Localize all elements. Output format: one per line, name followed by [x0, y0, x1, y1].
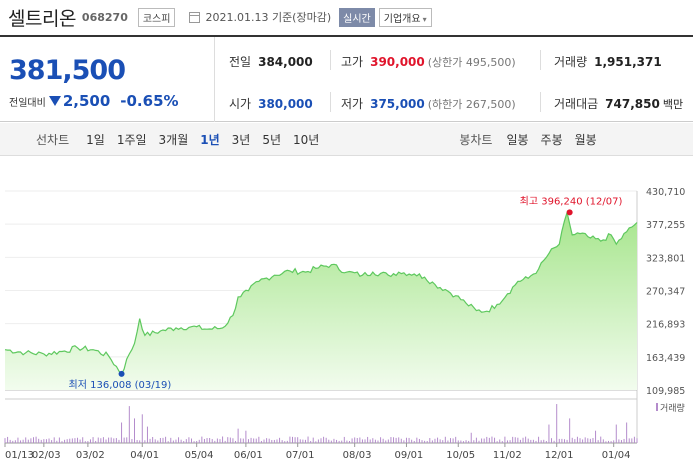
open-value: 380,000 [258, 97, 313, 111]
upper-limit: (상한가 495,500) [427, 56, 516, 69]
line-chart-title: 선차트 [36, 132, 70, 147]
volume-value: 1,951,371 [594, 55, 662, 69]
amount-value: 747,850 [605, 97, 660, 111]
high-cell: 고가 390,000 (상한가 495,500) [341, 53, 516, 70]
change-value: 2,500 [62, 92, 111, 110]
x-tick-label: 06/01 [234, 450, 263, 461]
tab-period-active[interactable]: 1년 [200, 132, 220, 147]
volume-legend: 거래량 [660, 402, 685, 414]
date-text: 2021.01.13 기준(장마감) [205, 11, 332, 24]
price-area [4, 210, 638, 390]
low-annotation: 최저 136,008 (03/19) [69, 379, 172, 391]
divider [540, 92, 541, 112]
volume-chart: 거래량 [4, 402, 685, 443]
tab-period[interactable]: 5년 [262, 132, 282, 147]
x-tick-label: 08/03 [343, 450, 372, 461]
current-price: 381,500 [9, 55, 126, 86]
y-tick-label: 430,710 [646, 187, 685, 198]
y-tick-label: 163,439 [646, 353, 685, 364]
prev-close-cell: 전일 384,000 [229, 53, 313, 70]
stock-name: 셀트리온 [8, 7, 76, 30]
x-tick-label: 01/13 [5, 450, 34, 461]
company-info-button[interactable]: 기업개요 ▾ [378, 7, 432, 27]
price-line [4, 210, 638, 375]
tab-period[interactable]: 3개월 [158, 132, 189, 147]
chevron-down-icon: ▾ [422, 14, 427, 24]
x-tick-label: 03/02 [76, 450, 105, 461]
tab-period[interactable]: 3년 [231, 132, 251, 147]
down-arrow-icon [48, 96, 61, 106]
chart-annotations: 최고 396,240 (12/07) 최저 136,008 (03/19) [69, 195, 623, 390]
x-tick-label: 04/01 [130, 450, 159, 461]
high-label: 고가 [341, 55, 364, 69]
open-label: 시가 [229, 97, 252, 111]
x-tick-label: 12/01 [545, 450, 574, 461]
y-tick-label: 109,985 [646, 386, 685, 397]
quote-panel: 381,500 전일대비 2,500 -0.65% 전일 384,000 고가 … [0, 35, 693, 122]
change-row: 전일대비 2,500 -0.65% [9, 92, 179, 110]
market-badge: 코스피 [137, 7, 176, 27]
low-value: 375,000 [370, 97, 425, 111]
x-tick-label: 05/04 [185, 450, 214, 461]
y-tick-label: 270,347 [646, 287, 685, 298]
lower-limit: (하한가 267,500) [427, 98, 516, 111]
company-info-label: 기업개요 [383, 13, 421, 25]
high-value: 390,000 [370, 55, 425, 69]
volume-legend-swatch [656, 403, 658, 411]
x-tick-label: 02/03 [32, 450, 61, 461]
divider [330, 50, 331, 70]
prev-close-label: 전일 [229, 55, 252, 69]
divider [330, 92, 331, 112]
realtime-button[interactable]: 실시간 [339, 7, 375, 27]
y-tick-label: 216,893 [646, 320, 685, 331]
tab-period[interactable]: 1일 [86, 132, 105, 147]
tab-period[interactable]: 1주일 [116, 132, 147, 147]
stock-code: 068270 [81, 10, 128, 24]
tab-candle[interactable]: 월봉 [574, 132, 597, 147]
candle-chart-title: 봉차트 [459, 132, 493, 147]
amount-cell: 거래대금 747,850 백만 [554, 95, 683, 112]
amount-unit: 백만 [662, 98, 684, 111]
x-tick-label: 11/02 [493, 450, 522, 461]
calendar-icon [189, 11, 201, 23]
stock-header: 셀트리온 068270 코스피 2021.01.13 기준(장마감) 실시간 기… [0, 0, 693, 34]
high-marker [566, 209, 573, 216]
x-tick-label: 07/01 [286, 450, 315, 461]
y-axis: 430,710 377,255 323,801 270,347 216,893 163,4… [646, 187, 685, 397]
price-fill [5, 212, 637, 390]
tab-candle[interactable]: 주봉 [540, 132, 563, 147]
y-tick-label: 323,801 [646, 253, 685, 264]
x-tick-label: 10/05 [446, 450, 475, 461]
quote-summary: 381,500 전일대비 2,500 -0.65% [0, 37, 215, 122]
price-chart[interactable]: 거래량 430,710 377,255 323,801 270,347 216,893 1… [0, 178, 693, 466]
open-cell: 시가 380,000 [229, 95, 313, 112]
change-label: 전일대비 [9, 97, 46, 109]
period-tabs: 선차트 1일 1주일 3개월 1년 3년 5년 10년 봉차트 일봉 주봉 월봉 [0, 123, 693, 156]
prev-close-value: 384,000 [258, 55, 313, 69]
low-cell: 저가 375,000 (하한가 267,500) [341, 95, 516, 112]
volume-cell: 거래량 1,951,371 [554, 53, 662, 70]
tab-candle[interactable]: 일봉 [506, 132, 529, 147]
low-label: 저가 [341, 97, 364, 111]
divider [540, 50, 541, 70]
y-tick-label: 377,255 [646, 220, 685, 231]
change-percent: -0.65% [120, 92, 179, 110]
low-marker [118, 370, 125, 377]
x-tick-label: 01/04 [602, 450, 631, 461]
high-annotation: 최고 396,240 (12/07) [520, 195, 623, 207]
x-tick-label: 09/01 [394, 450, 423, 461]
tab-period[interactable]: 10년 [293, 132, 320, 147]
volume-label: 거래량 [554, 55, 588, 69]
amount-label: 거래대금 [554, 97, 599, 111]
